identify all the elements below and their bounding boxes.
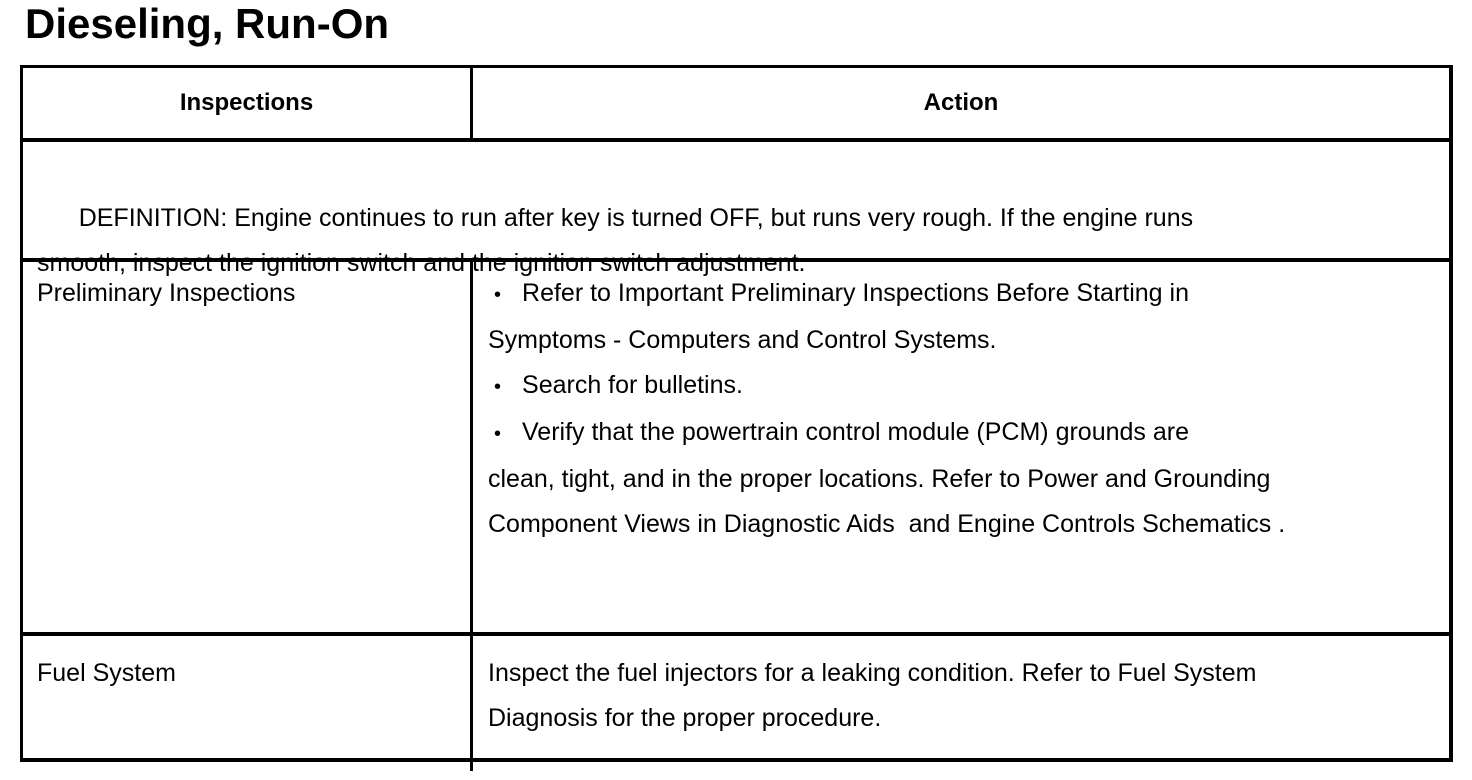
action-text: Search for bulletins.	[522, 371, 743, 399]
page-title: Dieseling, Run-On	[25, 0, 390, 47]
inspection-cell-label: Preliminary Inspections	[23, 262, 473, 632]
bullet-icon: •	[494, 376, 502, 398]
table-row-preliminary-inspections: Preliminary Inspections • Refer to Import…	[23, 262, 1449, 636]
inspection-cell-label: Fuel System	[23, 636, 473, 758]
bullet-icon: •	[494, 423, 502, 445]
action-bullet-item: • Search for bulletins.	[488, 363, 1434, 410]
action-bullet-item: • Verify that the powertrain control modu…	[488, 410, 1434, 547]
action-text: Verify that the powertrain control modul…	[488, 418, 1286, 538]
column-header-inspections: Inspections	[23, 68, 473, 138]
action-text: Refer to Important Preliminary Inspectio…	[488, 279, 1189, 354]
action-cell: • Refer to Important Preliminary Inspecti…	[473, 262, 1449, 632]
bullet-icon: •	[494, 284, 502, 306]
table-header-row: Inspections Action	[23, 68, 1449, 142]
column-header-action: Action	[923, 89, 999, 116]
table-row-fuel-system: Fuel System Inspect the fuel injectors f…	[23, 636, 1449, 762]
action-bullet-item: • Refer to Important Preliminary Inspecti…	[488, 271, 1434, 363]
definition-text: DEFINITION: Engine continues to run afte…	[37, 204, 1194, 277]
action-text: Inspect the fuel injectors for a leaking…	[488, 659, 1257, 732]
action-cell: Inspect the fuel injectors for a leaking…	[473, 636, 1449, 758]
definition-row: DEFINITION: Engine continues to run afte…	[23, 142, 1449, 277]
diagnostic-table: Inspections Action DEFINITION: Engine co…	[20, 65, 1453, 771]
column-divider-tail	[470, 762, 473, 771]
